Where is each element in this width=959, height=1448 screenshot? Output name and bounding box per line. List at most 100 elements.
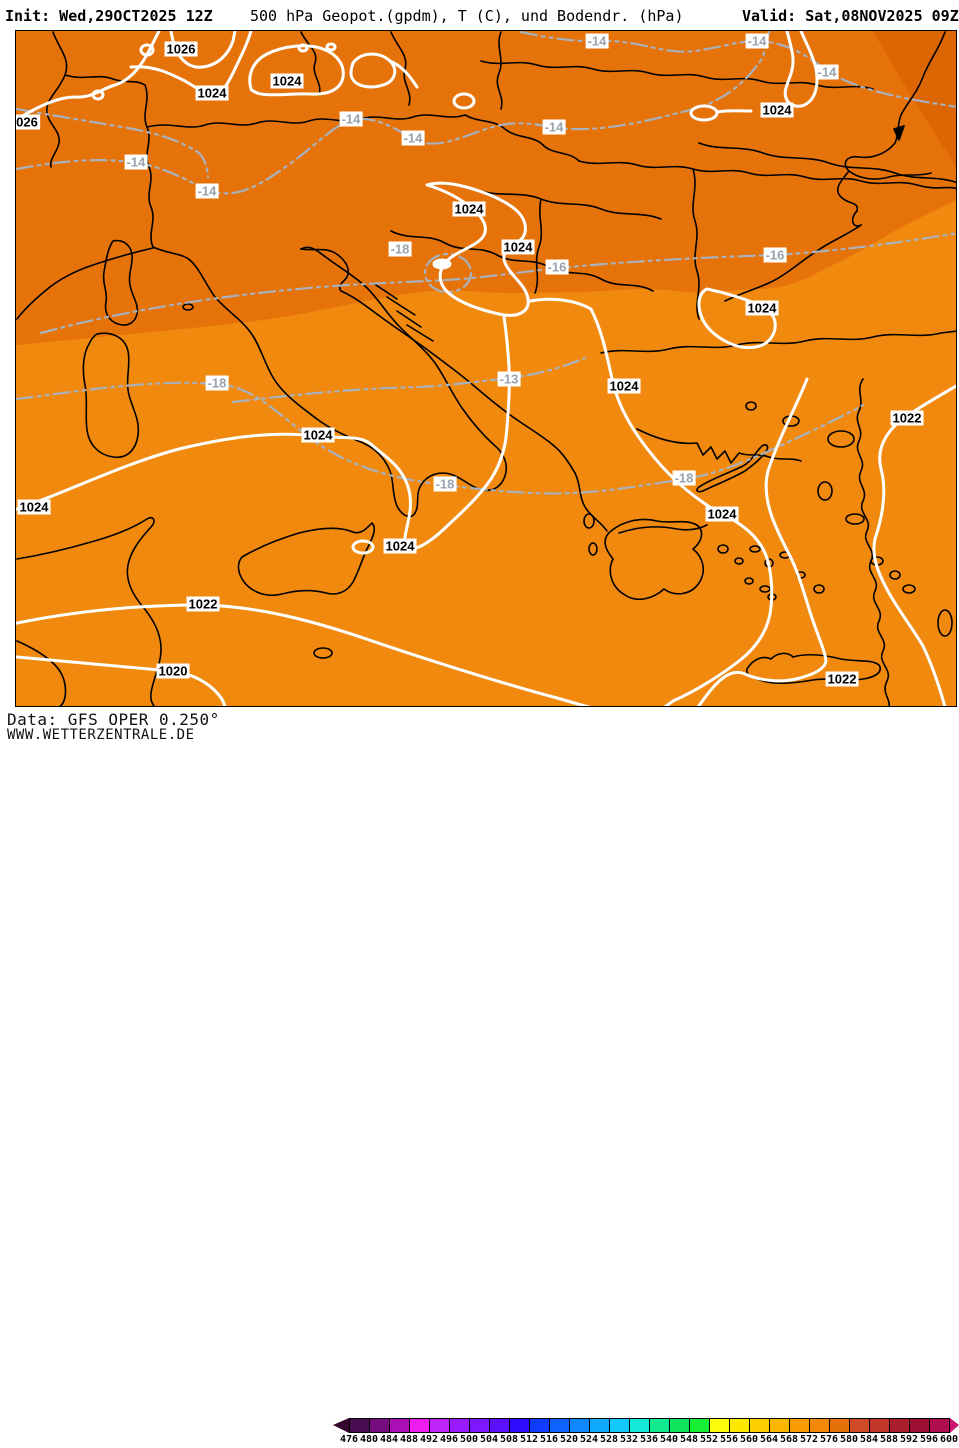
contour-label-temperature: -18 [672, 470, 696, 486]
coastline-italy [152, 246, 416, 518]
isobar-loop [452, 92, 476, 110]
contour-labels-layer: 1026 026 1024 1024 1024 1024 1024 1024 1022 1024 1… [16, 31, 956, 706]
title-bar: Init: Wed,29OCT2025 12Z 500 hPa Geopot.(… [0, 0, 959, 30]
contour-label-temperature: -14 [585, 33, 609, 49]
coastline-peloponnese [604, 518, 705, 601]
coastline-riviera [16, 247, 154, 320]
coastline-path [480, 190, 662, 294]
coastline-sardinia [82, 332, 140, 459]
data-source-text: Data: GFS OPER 0.250° [7, 710, 220, 729]
coastline-chalkidiki [636, 428, 802, 464]
isobar-loop [297, 43, 309, 53]
coastline-path [578, 160, 956, 190]
colorbar-box [629, 1418, 650, 1433]
coastline-bosphorus [836, 31, 946, 227]
contour-label-pressure: 1024 [383, 538, 417, 554]
coastline-path [46, 31, 68, 168]
contour-label-temperature: -18 [388, 241, 412, 257]
colorbar-box [809, 1418, 830, 1433]
colorbar-box [849, 1418, 870, 1433]
coastline-path [698, 142, 956, 184]
colorbar-box [689, 1418, 710, 1433]
colorbar-value: 600 [939, 1434, 959, 1445]
colorbar-boxes [333, 1418, 959, 1434]
colorbar-box [589, 1418, 610, 1433]
contour-label-pressure: 1024 [301, 427, 335, 443]
contour-label-pressure: 1022 [890, 410, 924, 426]
footer: Data: GFS OPER 0.250° WWW.WETTERZENTRALE… [0, 707, 959, 1445]
colorbar-box [609, 1418, 630, 1433]
contour-label-pressure: 1026 [164, 41, 198, 57]
coastline-corsica [102, 239, 139, 326]
coastline-path [600, 330, 956, 354]
coastline-path [300, 31, 503, 110]
chart-subject: 500 hPa Geopot.(gpdm), T (C), und Bodend… [250, 7, 684, 25]
contour-label-pressure: 1024 [607, 378, 641, 394]
contour-label-temperature: -14 [195, 183, 219, 199]
coastline-istria [300, 248, 350, 292]
coastline-euboea [696, 444, 769, 493]
colorbar-box [889, 1418, 910, 1433]
contour-label-temperature: -14 [542, 119, 566, 135]
coastline-north-africa [16, 516, 162, 706]
colorbar-box [369, 1418, 390, 1433]
contour-label-pressure: 1020 [156, 663, 190, 679]
contour-label-temperature: -14 [745, 33, 769, 49]
contour-label-temperature: -14 [339, 111, 363, 127]
isobar-loop [91, 89, 105, 101]
contour-label-pressure: 1024 [760, 102, 794, 118]
contour-label-temperature: -18 [205, 375, 229, 391]
coastline-italy [414, 444, 508, 514]
colorbar-box [909, 1418, 930, 1433]
colorbar-box [349, 1418, 370, 1433]
coastline-italy [300, 246, 495, 446]
shade-north [16, 31, 956, 345]
isobar-1024-south [16, 314, 511, 551]
isobar-1022-southwest [16, 603, 591, 706]
colorbar-box [489, 1418, 510, 1433]
coastline-path [464, 114, 580, 162]
coastline-sicily [237, 522, 376, 597]
coastline-path [64, 74, 146, 86]
coastline-albania [574, 472, 608, 532]
contour-label-temperature: -14 [401, 130, 425, 146]
colorbar-box [509, 1418, 530, 1433]
isobar-island-fill [432, 258, 452, 270]
colorbar-box [469, 1418, 490, 1433]
colorbar-box [649, 1418, 670, 1433]
colorbar-left-arrow [333, 1418, 349, 1433]
coastline-path [146, 114, 466, 128]
colorbar-box [529, 1418, 550, 1433]
contour-label-temperature: -16 [763, 247, 787, 263]
bosphorus-mark [893, 125, 905, 141]
isobar-1024-loop [248, 44, 345, 97]
contour-label-pressure: 1024 [705, 506, 739, 522]
contour-label-pressure: 1024 [195, 85, 229, 101]
geopotential-colorbar: 476 480 484 488 492 496 500 504 508 512 516 520 524 5… [333, 1418, 959, 1448]
weather-map-canvas [16, 31, 956, 706]
coastline-path [692, 168, 700, 320]
colorbar-box [929, 1418, 950, 1433]
coastline-turkey-west [856, 378, 891, 706]
croatian-islands [372, 282, 434, 342]
coastline-dalmatia [340, 290, 576, 474]
contour-label-temperature: -14 [815, 64, 839, 80]
contour-label-temperature: -18 [433, 476, 457, 492]
contour-label-pressure: 1022 [186, 596, 220, 612]
colorbar-right-arrow [950, 1418, 959, 1433]
coastline-crete [745, 652, 881, 685]
isobar-1024-northeast [783, 31, 819, 108]
shade-northeast [873, 31, 956, 166]
isotherm-minus14 [16, 107, 210, 179]
isobar-loop [325, 42, 337, 52]
colorbar-box [789, 1418, 810, 1433]
colorbar-box [709, 1418, 730, 1433]
isobar-connector [715, 109, 753, 114]
weather-map: 1026 026 1024 1024 1024 1024 1024 1024 1022 1024 1… [15, 30, 957, 707]
contour-label-temperature: -14 [124, 154, 148, 170]
isotherm-minus14 [16, 31, 771, 195]
contour-label-pressure: 1024 [745, 300, 779, 316]
isobar-1024-croatia [425, 181, 530, 317]
contour-label-pressure: 1024 [17, 499, 51, 515]
